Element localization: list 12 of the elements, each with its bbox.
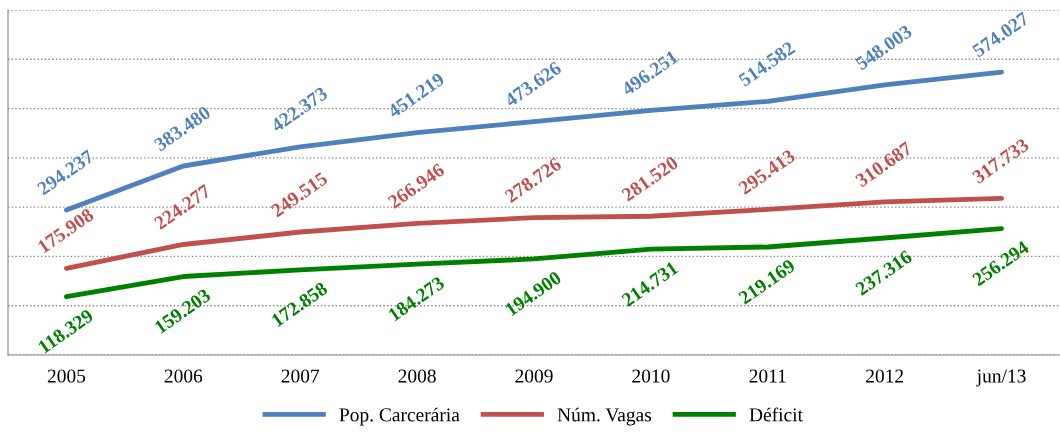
x-tick-label: 2007 <box>281 369 320 383</box>
x-tick-label: 2009 <box>515 369 553 383</box>
x-tick-label: 2010 <box>632 369 670 383</box>
x-tick-label: 2011 <box>749 369 786 383</box>
x-tick-label: 2008 <box>398 369 436 383</box>
x-tick-label: 2005 <box>47 369 86 383</box>
legend-label: Pop. Carcerária <box>339 407 460 426</box>
x-tick-label: 2012 <box>866 369 904 383</box>
legend-label: Déficit <box>749 407 803 422</box>
legend-label: Núm. Vagas <box>557 407 652 426</box>
x-tick-label: 2006 <box>164 369 203 383</box>
x-tick-label: jun/13 <box>976 369 1026 387</box>
